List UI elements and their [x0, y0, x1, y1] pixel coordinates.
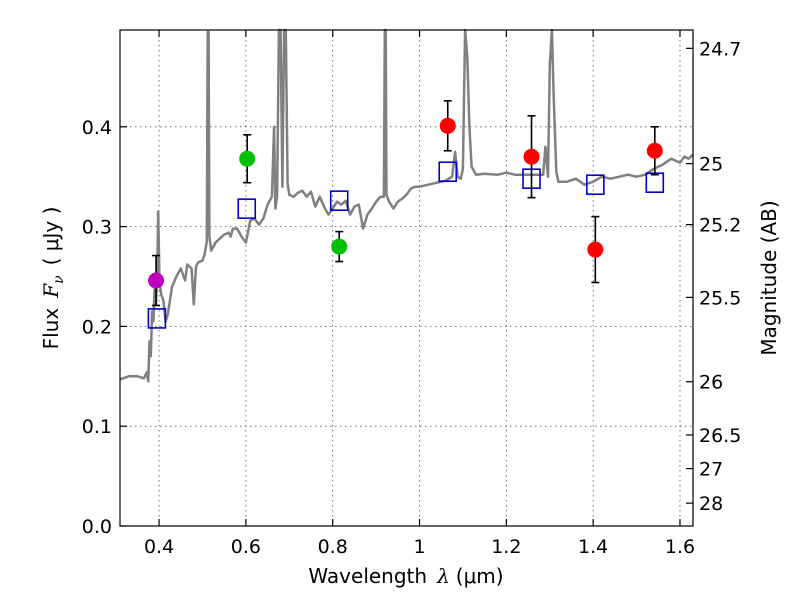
y-tick-label: 0.0: [82, 516, 112, 538]
y-tick-label: 0.1: [82, 416, 112, 438]
x-tick-label: 1.4: [578, 536, 608, 558]
photometry-point: [331, 238, 348, 255]
photometry-point: [646, 142, 663, 159]
photometry-point: [239, 150, 256, 167]
template-spectrum-line: [119, 28, 694, 383]
y2-axis-title: Magnitude (AB): [757, 200, 781, 355]
y-tick-label: 0.4: [82, 117, 112, 139]
plot-frame: [119, 29, 694, 527]
axis-ticks: 0.4 0.6 0.8 1 1.2 1.4 1.6 0.0 0.1 0.2 0.3 0.4 24.7 25…: [82, 30, 741, 558]
photometry-point: [523, 148, 540, 165]
grid: [120, 30, 693, 527]
model-flux-square: [329, 190, 349, 211]
x-tick-label: 1.2: [491, 536, 521, 558]
y2-tick-label: 26: [699, 372, 723, 394]
photometry-point: [587, 241, 604, 258]
y2-tick-label: 27: [699, 459, 723, 481]
x-tick-label: 1: [413, 536, 425, 558]
y2-tick-label: 28: [699, 493, 723, 515]
photometry-point: [439, 117, 456, 134]
photometry-points-layer: [148, 100, 663, 307]
y2-tick-label: 25.2: [699, 215, 741, 237]
photometry-point: [148, 272, 165, 289]
model-flux-square: [586, 174, 605, 195]
x-tick-label: 0.6: [231, 536, 261, 558]
y2-tick-label: 26.5: [699, 425, 741, 447]
x-axis-title: Wavelength λ (μm): [308, 564, 503, 588]
y-axis-title: FluxFν( μJy ): [39, 207, 67, 350]
model-flux-square: [438, 161, 458, 183]
y2-tick-label: 25.5: [699, 287, 741, 309]
x-tick-label: 0.4: [144, 536, 174, 558]
y2-tick-label: 25: [699, 154, 723, 176]
model-flux-square: [645, 172, 665, 193]
model-flux-square: [237, 198, 257, 219]
template-spectrum-layer: [119, 28, 694, 383]
x-tick-label: 0.8: [318, 536, 348, 558]
model-flux-square: [147, 308, 167, 329]
y-tick-label: 0.2: [82, 316, 112, 338]
y-tick-label: 0.3: [82, 217, 112, 239]
y2-tick-label: 24.7: [699, 38, 741, 60]
model-squares-layer: [147, 161, 665, 329]
x-tick-label: 1.6: [665, 536, 695, 558]
